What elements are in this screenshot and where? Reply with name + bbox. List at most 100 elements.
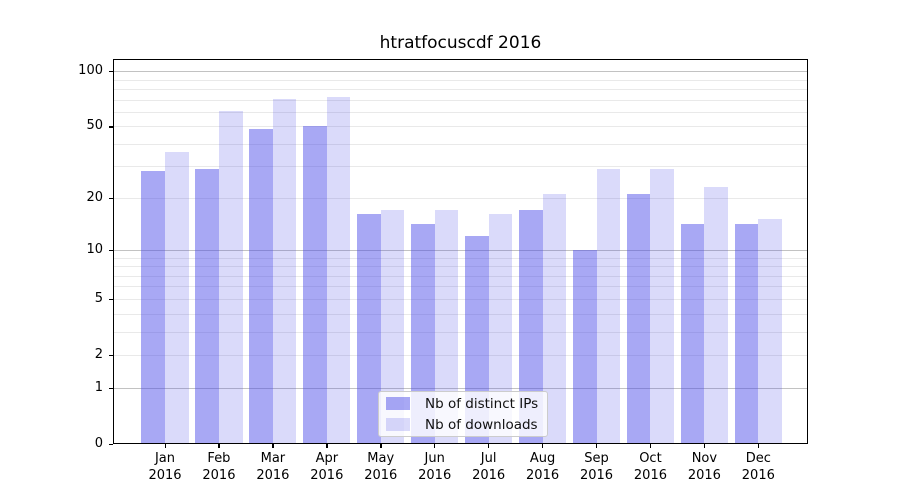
- x-tick-mark: [649, 444, 652, 448]
- bar-downloads-nov: [704, 186, 728, 443]
- y-tick-label: 100: [78, 63, 103, 79]
- gridline-minor: [114, 331, 807, 333]
- x-tick-mark: [272, 444, 274, 448]
- x-tick-label-nov: Nov 2016: [676, 451, 732, 484]
- x-tick-text: Oct: [639, 451, 662, 466]
- legend-item: Nb of downloads: [386, 417, 539, 433]
- x-tick-text: Feb: [207, 451, 231, 466]
- bar-distinct-ips-dec: [734, 224, 759, 443]
- gridline-minor: [114, 298, 807, 300]
- legend-label-distinct-ips: Nb of distinct IPs: [425, 395, 539, 412]
- bar-downloads-jan: [165, 151, 189, 443]
- x-tick-label-feb: Feb 2016: [191, 451, 247, 484]
- x-tick-mark: [757, 444, 760, 448]
- bar-downloads-mar: [272, 99, 297, 443]
- y-tick-label: 20: [86, 189, 103, 205]
- x-tick-text: Sep: [584, 451, 609, 466]
- y-tick-mark: [109, 250, 113, 252]
- gridline-minor: [114, 275, 807, 277]
- x-tick-text: 2016: [256, 467, 290, 483]
- x-tick-mark: [703, 444, 706, 448]
- gridline-minor: [114, 126, 807, 128]
- bar-downloads-jul: [488, 214, 513, 443]
- x-tick-label-jan: Jan 2016: [137, 451, 193, 484]
- plot-area: Nb of distinct IPs Nb of downloads: [113, 59, 808, 444]
- bar-distinct-ips-apr: [303, 125, 327, 443]
- bar-distinct-ips-mar: [249, 128, 273, 443]
- legend-item: Nb of distinct IPs: [386, 396, 539, 412]
- x-tick-text: Apr: [315, 451, 339, 466]
- y-tick-mark: [109, 126, 113, 128]
- y-tick-label: 50: [86, 118, 103, 134]
- y-tick-mark: [109, 71, 113, 73]
- x-tick-text: 2016: [579, 467, 614, 483]
- x-tick-text: 2016: [741, 467, 775, 483]
- gridline-minor: [114, 143, 807, 145]
- legend-label-downloads: Nb of downloads: [425, 416, 538, 433]
- x-tick-label-jul: Jul 2016: [461, 451, 517, 484]
- x-tick-label-sep: Sep 2016: [569, 451, 625, 484]
- x-tick-label-apr: Apr 2016: [299, 451, 355, 484]
- bar-downloads-jun: [434, 209, 459, 443]
- x-tick-label-mar: Mar 2016: [245, 451, 301, 484]
- y-tick-label: 2: [94, 346, 103, 362]
- y-tick-mark: [109, 197, 113, 200]
- x-tick-mark: [218, 444, 220, 448]
- gridline-minor: [114, 166, 807, 168]
- x-tick-text: 2016: [202, 467, 236, 483]
- x-tick-text: 2016: [633, 467, 667, 483]
- bar-distinct-ips-feb: [195, 168, 219, 443]
- gridline-minor: [114, 111, 807, 113]
- bar-distinct-ips-sep: [572, 249, 597, 443]
- gridline-minor: [114, 99, 807, 101]
- x-tick-text: 2016: [418, 467, 452, 483]
- x-tick-mark: [164, 444, 166, 448]
- x-tick-mark: [488, 444, 490, 448]
- x-tick-text: Mar: [260, 451, 286, 466]
- bar-downloads-oct: [650, 168, 675, 443]
- x-tick-text: 2016: [364, 467, 398, 483]
- x-tick-label-dec: Dec 2016: [730, 451, 786, 484]
- chart-title: htratfocuscdf 2016: [379, 33, 542, 53]
- bar-downloads-may: [380, 209, 405, 443]
- x-tick-text: Nov: [691, 451, 718, 466]
- x-tick-text: May: [367, 451, 395, 466]
- legend: Nb of distinct IPs Nb of downloads: [378, 391, 548, 437]
- x-tick-text: 2016: [310, 467, 344, 483]
- y-tick-mark: [109, 443, 113, 445]
- y-tick-label: 10: [86, 242, 103, 257]
- x-tick-text: Aug: [529, 451, 556, 466]
- x-tick-text: Jul: [480, 451, 497, 466]
- legend-swatch-downloads: [386, 418, 410, 431]
- y-tick-mark: [109, 298, 113, 301]
- x-tick-text: 2016: [687, 467, 721, 483]
- legend-swatch-distinct-ips: [386, 397, 410, 410]
- gridline-minor: [114, 197, 807, 199]
- bar-downloads-dec: [758, 219, 782, 443]
- x-tick-text: Jun: [424, 451, 445, 466]
- x-tick-text: Dec: [745, 451, 771, 466]
- y-tick-mark: [109, 387, 113, 389]
- x-tick-text: 2016: [148, 467, 182, 483]
- y-tick-label: 0: [94, 435, 103, 451]
- bar-downloads-feb: [218, 111, 243, 443]
- y-tick-label: 5: [94, 290, 103, 306]
- x-tick-label-may: May 2016: [353, 451, 409, 484]
- x-tick-label-oct: Oct 2016: [622, 451, 678, 484]
- gridline-major: [114, 250, 807, 251]
- bar-downloads-aug: [542, 193, 567, 443]
- gridline-minor: [114, 313, 807, 315]
- bar-distinct-ips-nov: [680, 224, 705, 443]
- bar-distinct-ips-oct: [626, 193, 651, 443]
- bar-downloads-apr: [326, 96, 351, 443]
- x-tick-mark: [596, 444, 598, 448]
- x-tick-text: Jan: [154, 451, 176, 466]
- x-tick-mark: [326, 444, 328, 448]
- gridline-major: [114, 387, 807, 389]
- gridline-minor: [114, 79, 807, 81]
- bar-distinct-ips-jan: [141, 171, 165, 443]
- x-tick-mark: [380, 444, 382, 448]
- x-tick-mark: [434, 444, 436, 448]
- bar-distinct-ips-may: [357, 214, 381, 443]
